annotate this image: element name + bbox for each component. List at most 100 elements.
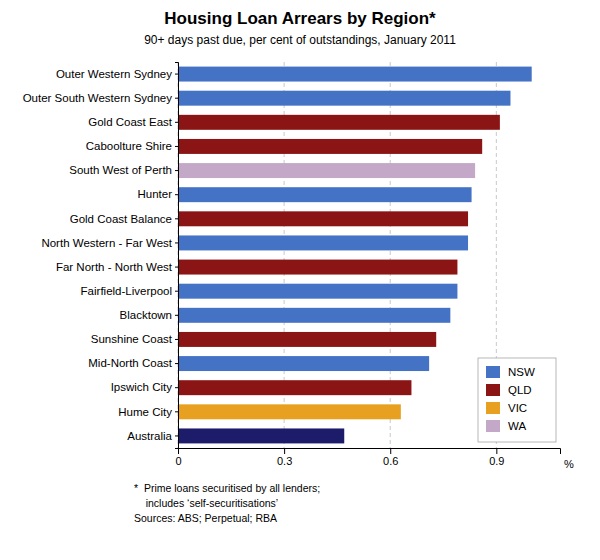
bar — [178, 356, 429, 371]
x-tick: 0 — [175, 448, 181, 467]
tick-mark — [175, 170, 178, 171]
x-tick: 0.9 — [489, 448, 504, 467]
tick-label: Mid-North Coast — [88, 357, 173, 369]
legend-item: WA — [486, 420, 526, 432]
y-tick: Ipswich City — [111, 381, 178, 393]
legend-label: VIC — [508, 402, 527, 414]
y-tick: Far North - North West — [56, 261, 178, 273]
x-axis: 0 0.3 0.6 0.9 — [175, 448, 560, 467]
tick-label: Sunshine Coast — [91, 333, 173, 345]
y-tick: Hunter — [137, 188, 178, 200]
y-axis: Outer Western Sydney Outer South Western … — [23, 63, 179, 449]
legend-item: NSW — [486, 366, 535, 378]
bar — [178, 235, 468, 250]
legend-swatch — [486, 420, 500, 432]
bar — [178, 332, 436, 347]
tick-label: South West of Perth — [69, 164, 172, 176]
legend-swatch — [486, 384, 500, 396]
tick-label: Ipswich City — [111, 381, 173, 393]
tick-label: Outer South Western Sydney — [23, 92, 173, 104]
y-tick: Mid-North Coast — [88, 357, 178, 369]
tick-label: Hunter — [137, 188, 172, 200]
tick-mark — [496, 448, 497, 454]
tick-label: Far North - North West — [56, 261, 173, 273]
x-tick: 0.6 — [383, 448, 398, 467]
bar — [178, 260, 457, 275]
bar — [178, 91, 510, 106]
bar — [178, 163, 475, 178]
x-axis-label: % — [564, 458, 574, 470]
tick-mark — [175, 339, 178, 340]
tick-mark — [175, 122, 178, 123]
legend-label: QLD — [508, 384, 532, 396]
title: Housing Loan Arrears by Region* — [164, 9, 436, 28]
legend-item: VIC — [486, 402, 527, 414]
legend-label: WA — [508, 420, 526, 432]
tick-label: 0.6 — [383, 455, 398, 467]
tick-label: North Western - Far West — [41, 237, 172, 249]
legend-swatch — [486, 402, 500, 414]
y-tick: North Western - Far West — [41, 237, 178, 249]
tick-mark — [175, 267, 178, 268]
bar — [178, 380, 411, 395]
tick-mark — [390, 448, 391, 454]
bar — [178, 139, 482, 154]
footnote: Sources: ABS; Perpetual; RBA — [134, 512, 277, 524]
y-tick: Outer South Western Sydney — [23, 92, 178, 104]
bar — [178, 211, 468, 226]
tick-mark — [175, 411, 178, 412]
tick-mark — [175, 387, 178, 388]
tick-mark — [175, 435, 178, 436]
y-tick: Caboolture Shire — [86, 140, 178, 152]
bar — [178, 404, 401, 419]
tick-label: 0 — [175, 455, 181, 467]
bar — [178, 428, 344, 443]
bar — [178, 67, 532, 82]
y-tick: Blacktown — [120, 309, 178, 321]
tick-label: 0.9 — [489, 455, 504, 467]
tick-label: Hume City — [118, 405, 172, 417]
y-tick: Outer Western Sydney — [56, 68, 178, 80]
bar — [178, 115, 500, 130]
tick-mark — [175, 194, 178, 195]
subtitle: 90+ days past due, per cent of outstandi… — [144, 33, 456, 47]
legend-swatch — [486, 366, 500, 378]
plot: 0 0.3 0.6 0.9% Outer Western Sydney Outer Sou… — [23, 62, 574, 470]
axis-line — [179, 449, 561, 455]
tick-mark — [175, 363, 178, 364]
tick-mark — [175, 74, 178, 75]
y-tick: Sunshine Coast — [91, 333, 178, 345]
y-tick: Australia — [127, 430, 178, 442]
tick-mark — [175, 98, 178, 99]
tick-mark — [175, 242, 178, 243]
tick-mark — [175, 218, 178, 219]
bar — [178, 187, 472, 202]
tick-mark — [175, 146, 178, 147]
tick-label: Blacktown — [120, 309, 172, 321]
y-tick: Gold Coast East — [88, 116, 178, 128]
tick-label: 0.3 — [277, 455, 292, 467]
tick-mark — [284, 448, 285, 454]
tick-mark — [175, 291, 178, 292]
y-tick: Gold Coast Balance — [70, 212, 178, 224]
y-tick: Fairfield-Liverpool — [81, 285, 178, 297]
legend-item: QLD — [486, 384, 532, 396]
footnote: * Prime loans securitised by all lenders… — [134, 482, 320, 494]
bar — [178, 308, 450, 323]
tick-label: Gold Coast Balance — [70, 212, 172, 224]
chart: Housing Loan Arrears by Region* 90+ days … — [0, 0, 600, 560]
tick-label: Outer Western Sydney — [56, 68, 172, 80]
bar — [178, 284, 457, 299]
legend-frame — [478, 358, 556, 442]
y-tick: Hume City — [118, 405, 178, 417]
legend-label: NSW — [508, 366, 535, 378]
tick-label: Fairfield-Liverpool — [81, 285, 172, 297]
tick-label: Australia — [127, 430, 172, 442]
footnote: includes ‘self-securitisations’ — [134, 497, 278, 509]
x-tick: 0.3 — [277, 448, 292, 467]
axis-line — [175, 63, 179, 449]
legend: NSW QLD VIC WA — [478, 358, 556, 442]
y-tick: South West of Perth — [69, 164, 178, 176]
tick-mark — [175, 315, 178, 316]
tick-label: Gold Coast East — [88, 116, 173, 128]
